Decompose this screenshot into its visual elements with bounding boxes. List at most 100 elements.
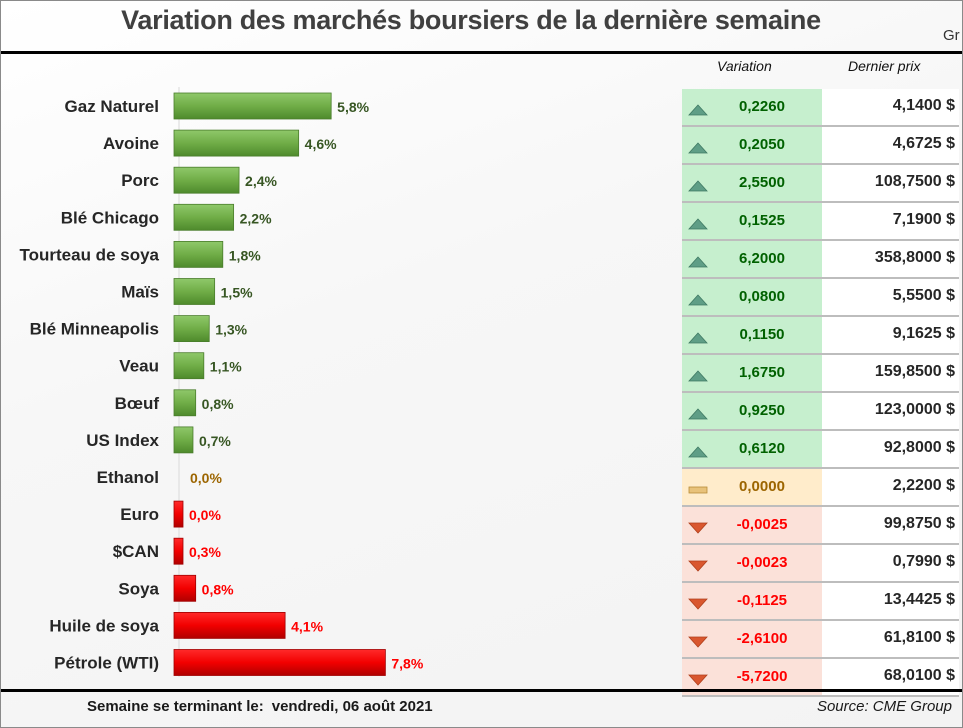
price-cell: 4,6725 $	[822, 127, 959, 163]
price-cell: 4,1400 $	[822, 89, 959, 125]
bar-up	[173, 166, 240, 194]
price-cell: 123,0000 $	[822, 393, 959, 429]
price-cell: 13,4425 $	[822, 583, 959, 619]
variation-value: 6,2000	[739, 250, 785, 267]
last-price-value: 159,8500 $	[874, 363, 955, 380]
variation-value: -5,7200	[736, 668, 788, 685]
variation-cell: -0,1125	[682, 583, 822, 619]
price-cell: 0,7990 $	[822, 545, 959, 581]
variation-cell: 0,1150	[682, 317, 822, 353]
value-label: 4,1%	[291, 618, 323, 634]
triangle-up-icon	[688, 139, 708, 154]
source-note: Source: CME Group	[816, 698, 952, 715]
variation-cell: 2,5500	[682, 165, 822, 201]
variation-cell: 0,2260	[682, 89, 822, 125]
variation-cell: -0,0025	[682, 507, 822, 543]
table-row: 0,2260 4,1400 $	[682, 89, 959, 127]
category-label: Soya	[118, 579, 159, 598]
triangle-down-icon	[688, 595, 708, 610]
table-row: 0,9250 123,0000 $	[682, 393, 959, 431]
price-cell: 7,1900 $	[822, 203, 959, 239]
triangle-down-icon	[688, 519, 708, 534]
clipped-corner-text: Gr	[943, 27, 960, 44]
value-label: 1,5%	[221, 285, 253, 301]
variation-value: 0,9250	[739, 402, 785, 419]
category-label: Avoine	[103, 134, 159, 153]
variation-value: 2,5500	[739, 174, 785, 191]
variation-value: 0,6120	[739, 440, 785, 457]
category-label: Blé Chicago	[61, 208, 159, 227]
variation-value: -0,1125	[736, 592, 788, 609]
price-cell: 9,1625 $	[822, 317, 959, 353]
category-label: $CAN	[113, 542, 159, 561]
price-cell: 358,8000 $	[822, 241, 959, 277]
category-label: Bœuf	[115, 394, 160, 413]
bar-up	[173, 240, 224, 268]
footer-divider	[1, 689, 962, 692]
dash-icon	[688, 481, 708, 494]
triangle-up-icon	[688, 329, 708, 344]
table-row: -0,1125 13,4425 $	[682, 583, 959, 621]
value-label: 7,8%	[391, 656, 423, 672]
variation-value: -0,0023	[736, 554, 788, 571]
week-ending: Semaine se terminant le: vendredi, 06 aoû…	[87, 698, 433, 715]
table-row: -0,0023 0,7990 $	[682, 545, 959, 583]
bar-up	[173, 203, 235, 231]
table-row: 0,6120 92,8000 $	[682, 431, 959, 469]
value-label: 4,6%	[305, 136, 337, 152]
category-label: Maïs	[121, 283, 159, 302]
triangle-down-icon	[688, 671, 708, 686]
value-label: 1,8%	[229, 247, 261, 263]
variation-value: 0,2050	[739, 136, 785, 153]
table-row: 2,5500 108,7500 $	[682, 165, 959, 203]
last-price-value: 4,1400 $	[892, 97, 955, 114]
bar-down	[173, 500, 184, 528]
last-price-value: 9,1625 $	[892, 325, 955, 342]
triangle-up-icon	[688, 367, 708, 382]
variation-bar-chart: Gaz Naturel 5,8% Avoine 4,6% Porc 2,4% Blé Chi…	[20, 87, 424, 677]
variation-value: 0,1525	[739, 212, 785, 229]
triangle-down-icon	[688, 633, 708, 648]
value-label: 0,7%	[199, 433, 231, 449]
variation-value: -2,6100	[736, 630, 788, 647]
last-price-value: 108,7500 $	[874, 173, 955, 190]
bar-up	[173, 278, 216, 305]
variation-cell: 1,6750	[682, 355, 822, 391]
category-label: Tourteau de soya	[20, 245, 160, 264]
bar-down	[173, 649, 386, 676]
category-label: US Index	[86, 431, 159, 450]
variation-cell: -2,6100	[682, 621, 822, 657]
table-row: -2,6100 61,8100 $	[682, 621, 959, 659]
variation-value: 0,0000	[739, 478, 785, 495]
bar-up	[173, 352, 205, 380]
triangle-up-icon	[688, 101, 708, 116]
triangle-up-icon	[688, 443, 708, 458]
triangle-up-icon	[688, 215, 708, 230]
table-row: 0,0000 2,2200 $	[682, 469, 959, 507]
header-divider	[1, 51, 962, 54]
price-cell: 2,2200 $	[822, 469, 959, 505]
last-price-value: 5,5500 $	[892, 287, 955, 304]
triangle-up-icon	[688, 177, 708, 192]
page-title: Variation des marchés boursiers de la de…	[121, 5, 821, 35]
triangle-down-icon	[688, 557, 708, 572]
category-label: Euro	[120, 505, 159, 524]
table-row: 0,0800 5,5500 $	[682, 279, 959, 317]
last-price-value: 4,6725 $	[892, 135, 955, 152]
price-cell: 99,8750 $	[822, 507, 959, 543]
value-label: 0,8%	[202, 581, 234, 597]
triangle-up-icon	[688, 405, 708, 420]
category-label: Porc	[121, 171, 159, 190]
last-price-value: 2,2200 $	[892, 477, 955, 494]
last-price-value: 358,8000 $	[874, 249, 955, 266]
bar-down	[173, 537, 184, 565]
last-price-value: 7,1900 $	[892, 211, 955, 228]
price-cell: 108,7500 $	[822, 165, 959, 201]
value-label: 1,1%	[210, 359, 242, 375]
last-price-value: 0,7990 $	[892, 553, 955, 570]
table-row: 0,1525 7,1900 $	[682, 203, 959, 241]
table-row: 0,2050 4,6725 $	[682, 127, 959, 165]
category-label: Huile de soya	[49, 616, 159, 635]
bar-up	[173, 315, 210, 343]
